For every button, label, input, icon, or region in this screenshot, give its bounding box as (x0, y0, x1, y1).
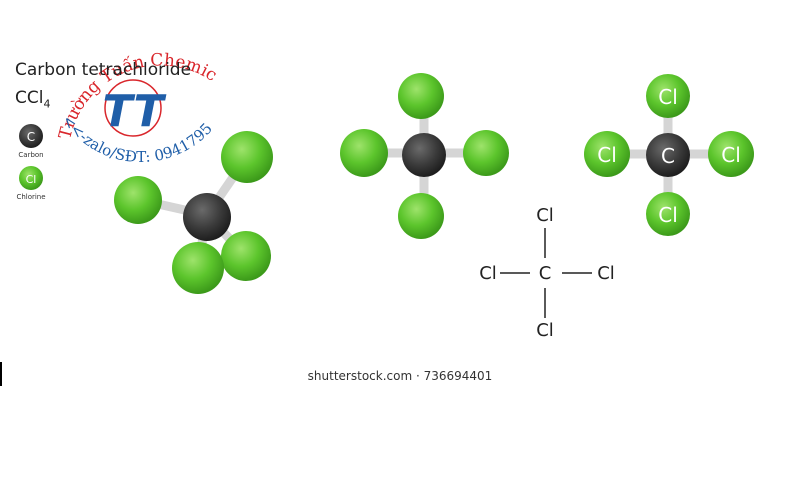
chlorine-atom (172, 242, 224, 294)
chlorine-atom (398, 193, 444, 239)
structural-bottom-cl: Cl (536, 320, 554, 341)
structural-formula: Cl Cl C Cl Cl (479, 205, 615, 341)
chlorine-atom (646, 192, 690, 236)
legend-carbon-label: Carbon (18, 151, 44, 159)
chlorine-atom (463, 130, 509, 176)
legend-chlorine-symbol: Cl (26, 173, 37, 186)
chlorine-atom (398, 73, 444, 119)
atom-label: C (661, 144, 675, 168)
chlorine-atom (221, 231, 271, 281)
structural-left-cl: Cl (479, 263, 497, 284)
formula-main: CCl (15, 88, 44, 108)
carbon-atom (402, 133, 446, 177)
legend-carbon-symbol: C (27, 130, 35, 144)
structural-center-c: C (539, 263, 552, 284)
legend: C Cl (19, 124, 43, 190)
atom-label: Cl (658, 85, 678, 109)
image-credit: shutterstock.com · 736694401 (307, 369, 493, 383)
chlorine-atom (340, 129, 388, 177)
atom-label: Cl (721, 143, 741, 167)
labeled-model: Cl Cl Cl Cl C (584, 74, 754, 236)
edge-marker (0, 362, 2, 386)
atom-label: Cl (597, 143, 617, 167)
formula-subscript: 4 (43, 97, 51, 111)
legend-chlorine-label: Chlorine (16, 193, 46, 201)
chlorine-atom (221, 131, 273, 183)
carbon-atom (183, 193, 231, 241)
logo-ring-icon (104, 79, 162, 137)
structural-right-cl: Cl (597, 263, 615, 284)
atom-label: Cl (658, 203, 678, 227)
structural-top-cl: Cl (536, 205, 554, 226)
logo-tt-icon: TT (102, 86, 166, 137)
legend-carbon-icon (19, 124, 43, 148)
chlorine-atom (646, 74, 690, 118)
chlorine-atom (114, 176, 162, 224)
legend-chlorine-icon (19, 166, 43, 190)
perspective-model (114, 131, 273, 294)
flat-model (340, 73, 509, 239)
chlorine-atom (584, 131, 630, 177)
carbon-atom (646, 133, 690, 177)
chemical-formula: CCl4 (15, 88, 50, 110)
chlorine-atom (708, 131, 754, 177)
page-title: Carbon tetrachloride (15, 60, 192, 80)
